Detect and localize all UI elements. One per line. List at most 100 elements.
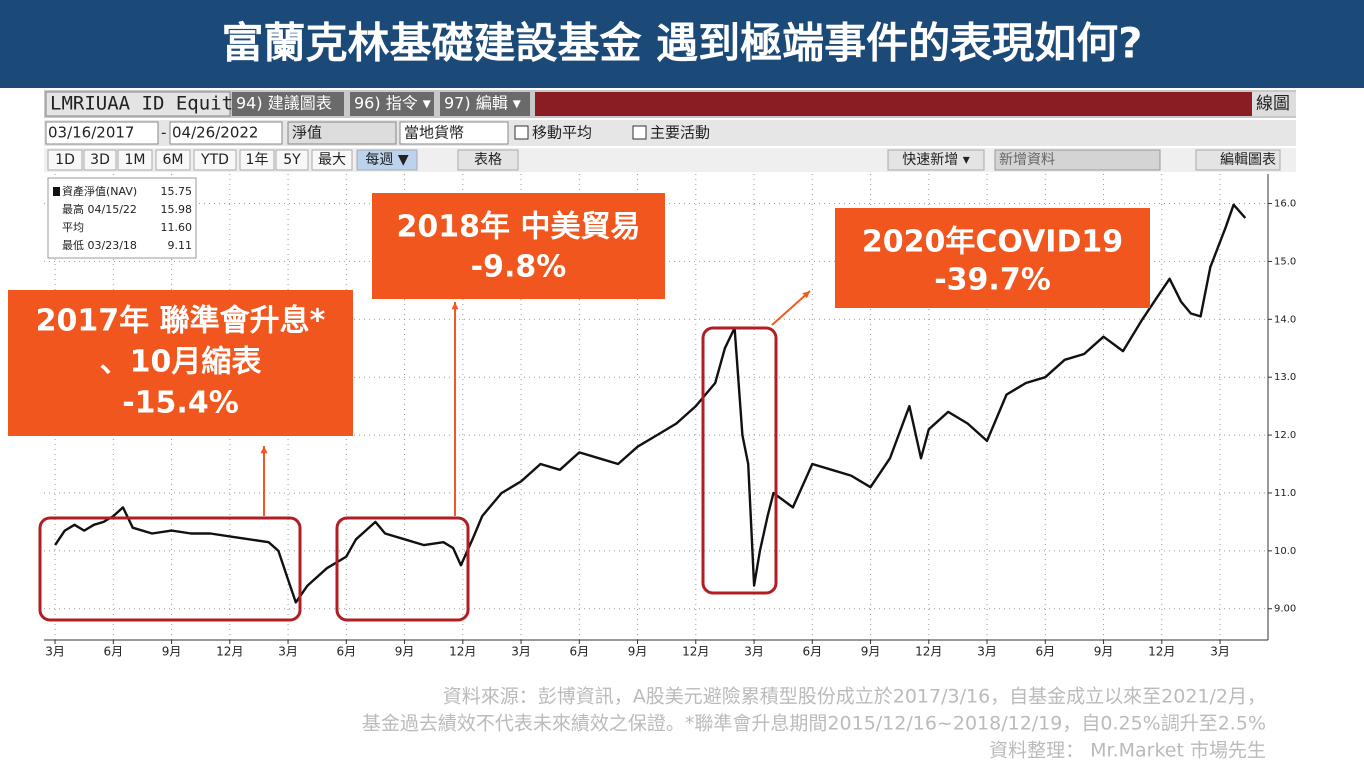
x-tick-label: 9月 <box>395 645 415 659</box>
y-tick-label: 16.0 <box>1274 199 1296 210</box>
period-button[interactable] <box>311 149 353 171</box>
period-button[interactable] <box>155 149 191 171</box>
period-button[interactable] <box>275 149 309 171</box>
field-box[interactable] <box>287 121 397 145</box>
period-label: 6M <box>163 152 184 168</box>
period-label: 每週 ▼ <box>365 152 408 168</box>
period-button[interactable] <box>239 149 275 171</box>
x-tick-label: 3月 <box>45 645 65 659</box>
legend-swatch <box>53 187 60 196</box>
x-tick-label: 9月 <box>628 645 648 659</box>
new-data-label: 新增資料 <box>999 152 1055 168</box>
quick-add[interactable] <box>887 149 985 171</box>
right-label: 線圖 <box>1256 94 1290 114</box>
date-box[interactable] <box>169 121 283 145</box>
dash: - <box>161 124 166 142</box>
legend-value: 9.11 <box>168 239 193 252</box>
x-tick-label: 3月 <box>511 645 531 659</box>
y-tick-label: 14.0 <box>1274 314 1296 325</box>
toolbar-button[interactable] <box>440 92 530 116</box>
toolbar-button-label: 97) 編輯 ▾ <box>444 94 521 113</box>
note: 資料整理： Mr.Market 市場先生 <box>989 740 1266 762</box>
field: 淨值 <box>292 124 322 142</box>
x-tick-label: 9月 <box>162 645 182 659</box>
period-button[interactable] <box>83 149 117 171</box>
legend-label: 最低 03/23/18 <box>62 239 137 252</box>
x-tick-label: 3月 <box>744 645 764 659</box>
overlay: 2017年 聯準會升息* 、10月縮表 -15.4% 2018年 中美貿易 -9.8% 2… <box>8 193 1150 622</box>
new-data[interactable] <box>994 149 1161 171</box>
x-tick-label: 6月 <box>336 645 356 659</box>
x-tick-label: 9月 <box>1094 645 1114 659</box>
table-button[interactable] <box>457 149 519 171</box>
period-button[interactable] <box>117 149 153 171</box>
y-tick-label: 10.0 <box>1274 546 1296 557</box>
option: 主要活動 <box>650 124 710 142</box>
annotation-box <box>372 193 665 299</box>
legend-value: 15.98 <box>161 203 193 216</box>
x-tick-label: 12月 <box>682 645 709 659</box>
period-label: 5Y <box>283 152 301 168</box>
period-label: 3D <box>90 152 110 168</box>
x-tick-label: 12月 <box>449 645 476 659</box>
ticker: LMRIUAA ID Equity <box>50 93 244 115</box>
y-tick-label: 11.0 <box>1274 488 1296 499</box>
period-button[interactable] <box>356 149 418 171</box>
legend-value: 15.75 <box>161 185 193 198</box>
toolbar-button-label: 96) 指令 ▾ <box>354 94 431 113</box>
period-label: 1年 <box>246 152 269 168</box>
arrow-head <box>260 446 268 454</box>
x-tick-label: 3月 <box>1210 645 1230 659</box>
note: 基金過去績效不代表未來績效之保證。*聯準會升息期間2015/12/16~2018… <box>362 713 1266 735</box>
edit-chart-label: 編輯圖表 <box>1220 152 1276 168</box>
x-tick-label: 9月 <box>861 645 881 659</box>
x-tick-label: 12月 <box>216 645 243 659</box>
date-box[interactable] <box>45 121 159 145</box>
arrow-head <box>451 302 459 310</box>
currency-box[interactable] <box>399 121 509 145</box>
toolbar-bar <box>535 92 1252 116</box>
x-tick-label: 12月 <box>1148 645 1175 659</box>
annotation-text: -9.8% <box>471 250 567 285</box>
toolbar-button[interactable] <box>232 92 344 116</box>
period-label: 1M <box>125 152 146 168</box>
annotation-text: 2018年 中美貿易 <box>397 210 641 245</box>
annotation-text: 2020年COVID19 <box>862 225 1123 260</box>
period-label: 1D <box>55 152 75 168</box>
annotation-text: 、10月縮表 <box>100 345 262 380</box>
period-button[interactable] <box>193 149 237 171</box>
x-tick-label: 6月 <box>802 645 822 659</box>
legend-label: 最高 04/15/22 <box>62 202 137 216</box>
note: 資料來源：彭博資訊，A股美元避險累積型股份成立於2017/3/16，自基金成立以… <box>443 686 1266 708</box>
period-button[interactable] <box>47 149 83 171</box>
legend-box <box>47 177 197 259</box>
annotation-box <box>8 290 353 436</box>
period-label: YTD <box>200 152 229 168</box>
x-tick-label: 6月 <box>1035 645 1055 659</box>
y-tick-label: 9.00 <box>1274 604 1296 615</box>
title-bar <box>0 0 1364 88</box>
quick-add-label: 快速新增 ▾ <box>902 152 969 168</box>
toolbar-button[interactable] <box>350 92 434 116</box>
checkbox[interactable] <box>632 125 647 140</box>
x-tick-label: 3月 <box>977 645 997 659</box>
nav-line <box>54 203 1247 604</box>
right-button[interactable] <box>1252 92 1296 116</box>
annotation-text: -39.7% <box>934 263 1051 298</box>
option: 移動平均 <box>532 124 592 142</box>
x-tick-label: 3月 <box>278 645 298 659</box>
checkbox[interactable] <box>514 125 529 140</box>
currency: 當地貨幣 <box>404 124 464 142</box>
highlight-box <box>701 326 778 595</box>
highlight-box <box>335 516 470 622</box>
y-tick-label: 13.0 <box>1274 372 1296 383</box>
ticker-box <box>45 91 231 117</box>
y-tick-label: 15.0 <box>1274 256 1296 267</box>
period-label: 最大 <box>318 152 346 168</box>
x-tick-label: 6月 <box>569 645 589 659</box>
end-date: 04/26/2022 <box>172 124 258 142</box>
x-tick-label: 12月 <box>915 645 942 659</box>
x-tick-label: 6月 <box>103 645 123 659</box>
edit-chart[interactable] <box>1195 149 1281 171</box>
